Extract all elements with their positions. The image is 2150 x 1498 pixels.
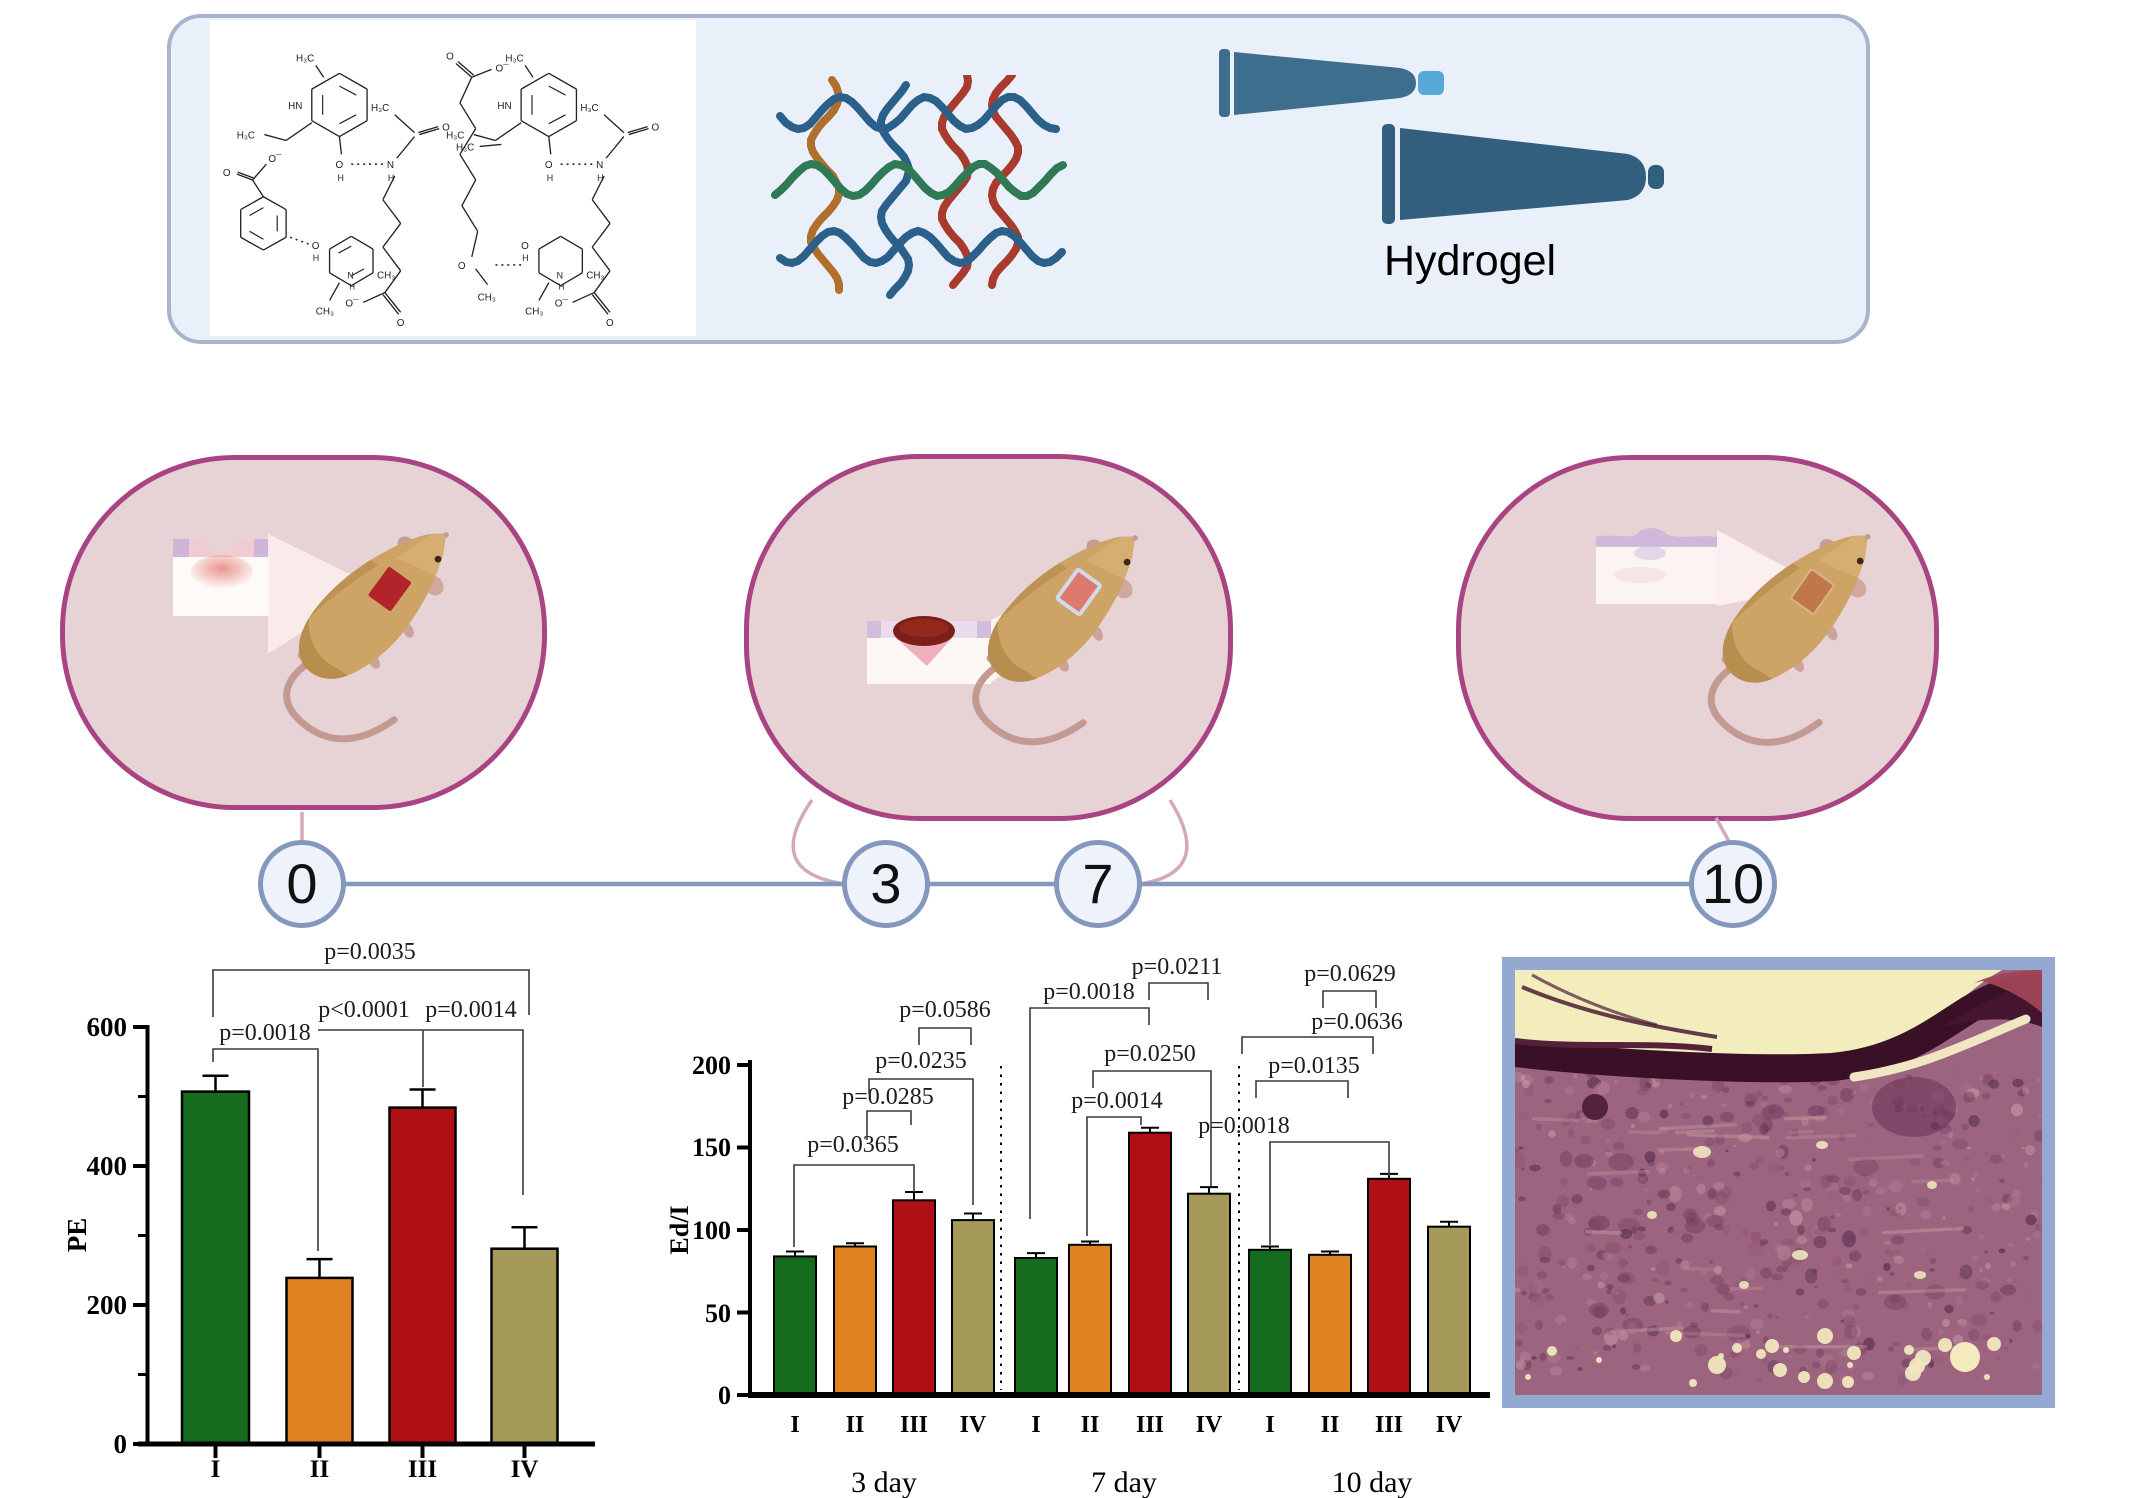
svg-text:III: III — [1375, 1412, 1403, 1438]
svg-text:IV: IV — [960, 1412, 987, 1438]
svg-text:N: N — [347, 271, 353, 281]
svg-text:p=0.0018: p=0.0018 — [1043, 979, 1135, 1005]
svg-text:N: N — [387, 160, 394, 171]
svg-text:N: N — [557, 271, 563, 281]
svg-text:H₃C: H₃C — [371, 103, 389, 114]
svg-text:PE: PE — [62, 1218, 92, 1253]
svg-text:H₃C: H₃C — [237, 131, 255, 142]
svg-text:p=0.0018: p=0.0018 — [1198, 1113, 1290, 1139]
svg-text:O: O — [442, 123, 450, 134]
svg-text:O¯: O¯ — [495, 63, 509, 74]
svg-text:IV: IV — [511, 1456, 539, 1483]
svg-text:p=0.0014: p=0.0014 — [425, 997, 517, 1023]
svg-text:p=0.0018: p=0.0018 — [219, 1020, 311, 1046]
svg-text:O: O — [397, 318, 405, 329]
svg-text:O: O — [335, 160, 343, 171]
svg-text:p=0.0285: p=0.0285 — [842, 1084, 934, 1110]
svg-text:O: O — [312, 241, 320, 252]
svg-text:H: H — [349, 283, 355, 292]
svg-text:H: H — [313, 253, 319, 263]
svg-text:H: H — [547, 173, 553, 183]
svg-text:H: H — [597, 173, 603, 183]
svg-text:0: 0 — [718, 1381, 731, 1410]
svg-text:O: O — [458, 261, 466, 272]
svg-text:I: I — [1265, 1412, 1274, 1438]
svg-text:O¯: O¯ — [555, 298, 569, 309]
svg-text:Ed/I: Ed/I — [665, 1205, 694, 1254]
svg-text:400: 400 — [87, 1151, 128, 1181]
svg-text:HN: HN — [497, 101, 511, 112]
svg-text:0: 0 — [286, 852, 317, 915]
svg-text:H₃C: H₃C — [446, 131, 464, 142]
svg-text:HN: HN — [288, 101, 302, 112]
svg-text:O: O — [651, 123, 659, 134]
svg-text:H: H — [559, 283, 565, 292]
svg-text:H: H — [522, 253, 528, 263]
svg-text:CH₃: CH₃ — [586, 271, 604, 282]
svg-text:O: O — [223, 168, 231, 179]
svg-text:3: 3 — [870, 852, 901, 915]
svg-text:p=0.0035: p=0.0035 — [324, 939, 416, 965]
svg-text:II: II — [310, 1456, 329, 1483]
svg-text:150: 150 — [692, 1133, 731, 1162]
svg-text:p=0.0636: p=0.0636 — [1311, 1009, 1403, 1035]
svg-text:3 day: 3 day — [851, 1466, 917, 1498]
svg-text:7 day: 7 day — [1091, 1466, 1157, 1498]
svg-text:200: 200 — [692, 1051, 731, 1080]
svg-text:I: I — [790, 1412, 799, 1438]
svg-text:N: N — [596, 160, 603, 171]
svg-text:p=0.0014: p=0.0014 — [1071, 1088, 1163, 1114]
svg-text:10: 10 — [1702, 852, 1764, 915]
svg-text:p=0.0365: p=0.0365 — [807, 1132, 899, 1158]
svg-text:p=0.0135: p=0.0135 — [1268, 1053, 1360, 1079]
svg-text:IV: IV — [1196, 1412, 1223, 1438]
svg-text:H₃C: H₃C — [296, 53, 314, 64]
svg-text:100: 100 — [692, 1216, 731, 1245]
svg-text:7: 7 — [1082, 852, 1113, 915]
svg-text:O: O — [521, 241, 529, 252]
svg-text:O: O — [446, 52, 454, 63]
svg-text:O: O — [545, 160, 553, 171]
svg-text:III: III — [408, 1456, 437, 1483]
svg-text:IV: IV — [1436, 1412, 1463, 1438]
svg-text:0: 0 — [114, 1429, 128, 1459]
svg-text:I: I — [1031, 1412, 1040, 1438]
svg-text:H₃C: H₃C — [580, 103, 598, 114]
svg-text:CH₃: CH₃ — [377, 271, 395, 282]
svg-text:III: III — [1136, 1412, 1164, 1438]
svg-text:p=0.0629: p=0.0629 — [1304, 961, 1396, 987]
svg-text:p=0.0586: p=0.0586 — [899, 997, 991, 1023]
svg-text:O¯: O¯ — [345, 298, 359, 309]
svg-text:O¯: O¯ — [268, 154, 282, 165]
svg-text:III: III — [900, 1412, 928, 1438]
svg-text:p=0.0235: p=0.0235 — [875, 1048, 967, 1074]
svg-text:O: O — [606, 318, 614, 329]
svg-text:II: II — [1321, 1412, 1340, 1438]
svg-text:200: 200 — [87, 1290, 128, 1320]
svg-text:10 day: 10 day — [1332, 1466, 1413, 1498]
svg-text:p=0.0250: p=0.0250 — [1104, 1041, 1196, 1067]
svg-text:II: II — [846, 1412, 865, 1438]
svg-text:CH₃: CH₃ — [525, 306, 543, 317]
svg-text:600: 600 — [87, 1012, 128, 1042]
svg-text:H₃C: H₃C — [505, 53, 523, 64]
svg-text:H: H — [388, 173, 394, 183]
svg-text:p=0.0211: p=0.0211 — [1132, 954, 1223, 980]
svg-text:H₃C: H₃C — [456, 142, 474, 153]
svg-text:p<0.0001: p<0.0001 — [318, 997, 410, 1023]
svg-text:50: 50 — [705, 1299, 731, 1328]
svg-text:CH₃: CH₃ — [478, 292, 496, 303]
svg-text:I: I — [211, 1456, 221, 1483]
svg-text:CH₃: CH₃ — [316, 306, 334, 317]
svg-text:II: II — [1081, 1412, 1100, 1438]
svg-text:H: H — [337, 173, 343, 183]
